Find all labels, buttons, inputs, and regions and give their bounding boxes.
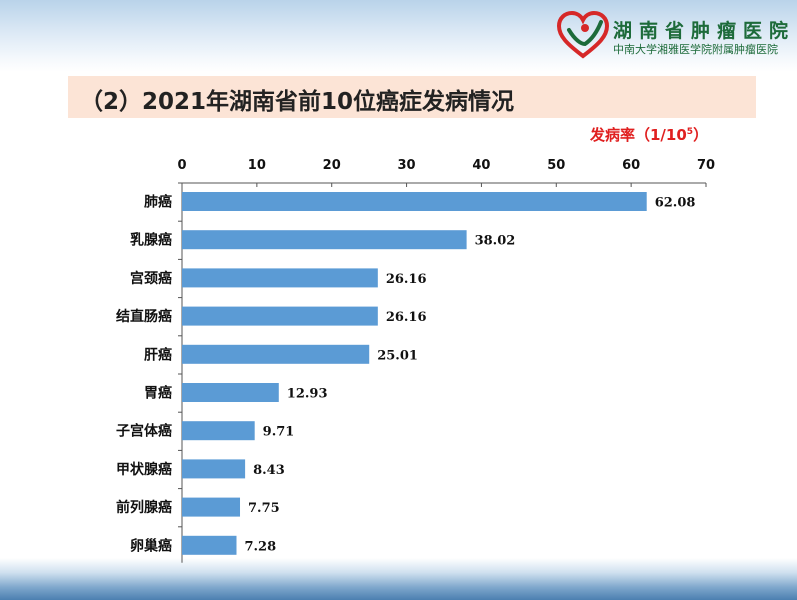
category-label: 前列腺癌 [116, 499, 172, 516]
bar [182, 421, 255, 441]
unit-exponent: 5 [686, 127, 694, 137]
category-label: 肺癌 [144, 194, 172, 211]
slide-title: （2）2021年湖南省前10位癌症发病情况 [80, 89, 515, 115]
x-tick-label: 60 [622, 158, 640, 173]
data-label: 12.93 [287, 387, 328, 402]
unit-text: 发病率（1/10 [590, 126, 687, 144]
hospital-name: 湖南省肿瘤医院 [613, 20, 796, 42]
bar [182, 230, 467, 250]
hospital-subtitle: 中南大学湘雅医学院附属肿瘤医院 [613, 43, 778, 56]
x-tick-label: 30 [398, 158, 416, 173]
data-label: 25.01 [377, 348, 418, 363]
data-label: 8.43 [253, 463, 285, 478]
bar [182, 268, 378, 288]
bar [182, 535, 237, 555]
footer-band [0, 558, 797, 600]
bar [182, 306, 378, 326]
x-tick-label: 20 [323, 158, 341, 173]
x-tick-label: 70 [697, 158, 715, 173]
data-label: 62.08 [655, 196, 696, 211]
x-tick-label: 50 [547, 158, 565, 173]
category-label: 子宫体癌 [116, 423, 172, 440]
data-label: 26.16 [386, 310, 427, 325]
category-label: 宫颈癌 [130, 270, 172, 287]
category-label: 肝癌 [144, 346, 172, 363]
category-label: 甲状腺癌 [116, 461, 172, 478]
hospital-logo: 湖南省肿瘤医院 中南大学湘雅医学院附属肿瘤医院 [555, 10, 795, 60]
bar [182, 459, 246, 479]
category-label: 卵巢癌 [130, 537, 172, 554]
data-label: 7.75 [248, 501, 280, 516]
category-label: 胃癌 [144, 385, 172, 402]
unit-label: 发病率（1/105） [590, 124, 708, 145]
data-label: 9.71 [263, 425, 295, 440]
data-label: 26.16 [386, 272, 427, 287]
x-tick-label: 0 [177, 158, 186, 173]
category-label: 乳腺癌 [130, 232, 172, 249]
x-tick-label: 10 [248, 158, 266, 173]
x-tick-label: 40 [472, 158, 490, 173]
bar [182, 192, 647, 211]
data-label: 7.28 [244, 539, 276, 554]
bar [182, 497, 241, 517]
heart-logo-icon [556, 10, 610, 59]
title-bar: （2）2021年湖南省前10位癌症发病情况 [68, 76, 756, 118]
bar [182, 383, 279, 402]
category-label: 结直肠癌 [116, 308, 172, 325]
header-band [0, 0, 797, 72]
data-label: 38.02 [475, 234, 516, 249]
bar [182, 344, 370, 364]
unit-close: ） [693, 126, 709, 144]
